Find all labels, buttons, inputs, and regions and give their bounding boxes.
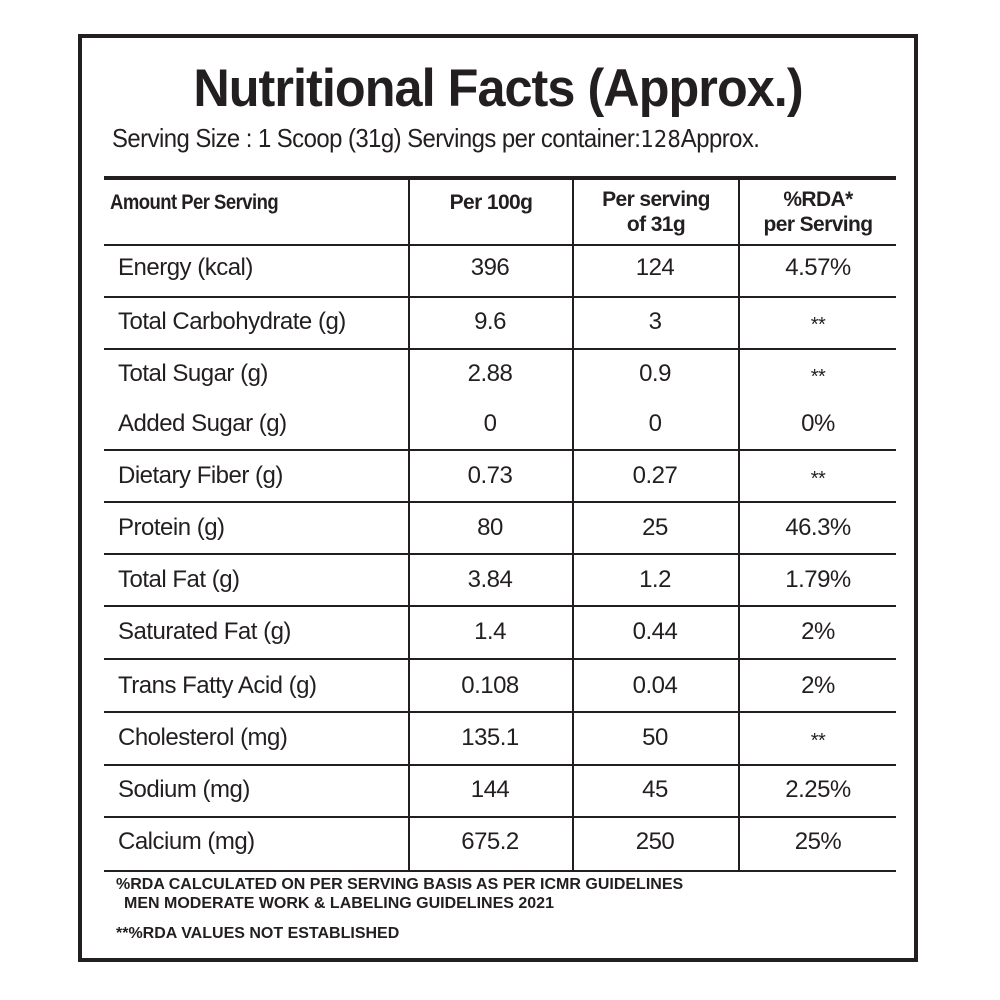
column-rule — [572, 180, 574, 872]
footnote-not-established: **%RDA VALUES NOT ESTABLISHED — [116, 925, 400, 942]
nutrient-name: Total Fat (g) — [118, 566, 240, 593]
per-serving-value: 124 — [635, 254, 675, 281]
rda-value: 46.3% — [785, 514, 851, 541]
nutrient-name: Sodium (mg) — [118, 776, 250, 803]
per-100g-value: 0.108 — [461, 672, 519, 699]
header-amount-per-serving: Amount Per Serving — [110, 191, 279, 214]
row-divider — [104, 553, 896, 555]
nutrient-name: Protein (g) — [118, 514, 225, 541]
per-100g-value: 396 — [470, 254, 510, 281]
divider-header — [104, 244, 896, 246]
per-serving-value: 1.2 — [639, 566, 671, 593]
header-per-100g: Per 100g — [449, 191, 533, 214]
per-100g-value: 1.4 — [474, 618, 506, 645]
header-per-serving-line2: of 31g — [626, 213, 686, 236]
header-rda-line1: %RDA* — [783, 188, 853, 211]
per-100g-value: 3.84 — [467, 566, 513, 593]
nutrient-name: Total Carbohydrate (g) — [118, 308, 346, 335]
header-rda-line2: per Serving — [763, 213, 874, 236]
per-serving-value: 25 — [642, 514, 668, 541]
per-100g-value: 9.6 — [474, 308, 506, 335]
nutrient-name: Added Sugar (g) — [118, 410, 287, 437]
column-rule — [738, 180, 740, 872]
row-divider — [104, 348, 896, 350]
rda-value: 25% — [794, 828, 842, 855]
per-serving-value: 0.9 — [639, 360, 671, 387]
nutrient-name: Saturated Fat (g) — [118, 618, 291, 645]
per-100g-value: 2.88 — [467, 360, 513, 387]
per-serving-value: 0.04 — [632, 672, 678, 699]
per-serving-value: 0 — [648, 410, 662, 437]
rda-value: 2% — [801, 618, 835, 645]
nutrition-label-panel: Nutritional Facts (Approx.) Serving Size… — [78, 34, 918, 962]
serving-size-line: Serving Size : 1 Scoop (31g) Servings pe… — [112, 123, 760, 154]
per-100g-value: 144 — [470, 776, 510, 803]
per-serving-value: 250 — [635, 828, 675, 855]
row-divider — [104, 816, 896, 818]
nutrient-name: Total Sugar (g) — [118, 360, 268, 387]
per-serving-value: 3 — [648, 308, 662, 335]
per-100g-value: 0 — [483, 410, 497, 437]
nutrient-name: Calcium (mg) — [118, 828, 255, 855]
rda-value: 2.25% — [785, 776, 851, 803]
rda-value: 2% — [801, 672, 835, 699]
nutrient-name: Dietary Fiber (g) — [118, 462, 283, 489]
rda-value: ** — [810, 468, 826, 490]
nutrient-name: Trans Fatty Acid (g) — [118, 672, 317, 699]
per-serving-value: 0.44 — [632, 618, 678, 645]
rda-value: 0% — [801, 410, 835, 437]
footnote-rda-basis: %RDA CALCULATED ON PER SERVING BASIS AS … — [116, 876, 684, 893]
footnote-guidelines: MEN MODERATE WORK & LABELING GUIDELINES … — [124, 895, 554, 912]
header-per-serving-line1: Per serving — [602, 188, 710, 211]
rda-value: ** — [810, 314, 826, 336]
label-title: Nutritional Facts (Approx.) — [193, 59, 803, 118]
per-serving-value: 0.27 — [632, 462, 678, 489]
row-divider — [104, 296, 896, 298]
servings-approx: Approx. — [680, 123, 760, 153]
per-100g-value: 0.73 — [467, 462, 513, 489]
per-100g-value: 675.2 — [461, 828, 519, 855]
per-100g-value: 80 — [477, 514, 503, 541]
per-serving-value: 50 — [642, 724, 668, 751]
divider-top — [104, 176, 896, 180]
nutrient-name: Cholesterol (mg) — [118, 724, 288, 751]
per-serving-value: 45 — [642, 776, 668, 803]
column-rule — [408, 180, 410, 872]
row-divider — [104, 711, 896, 713]
nutrient-name: Energy (kcal) — [118, 254, 253, 281]
rda-value: 4.57% — [785, 254, 851, 281]
per-100g-value: 135.1 — [461, 724, 519, 751]
row-divider — [104, 501, 896, 503]
row-divider — [104, 658, 896, 660]
rda-value: ** — [810, 366, 826, 388]
divider-bottom — [104, 870, 896, 872]
header-per-serving: Per serving of 31g — [574, 187, 738, 237]
row-divider — [104, 449, 896, 451]
servings-count: 128 — [640, 127, 681, 153]
serving-size-text: Serving Size : 1 Scoop (31g) Servings pe… — [112, 123, 641, 153]
row-divider — [104, 605, 896, 607]
header-rda: %RDA* per Serving — [740, 187, 896, 237]
row-divider — [104, 764, 896, 766]
rda-value: ** — [810, 730, 826, 752]
rda-value: 1.79% — [785, 566, 851, 593]
